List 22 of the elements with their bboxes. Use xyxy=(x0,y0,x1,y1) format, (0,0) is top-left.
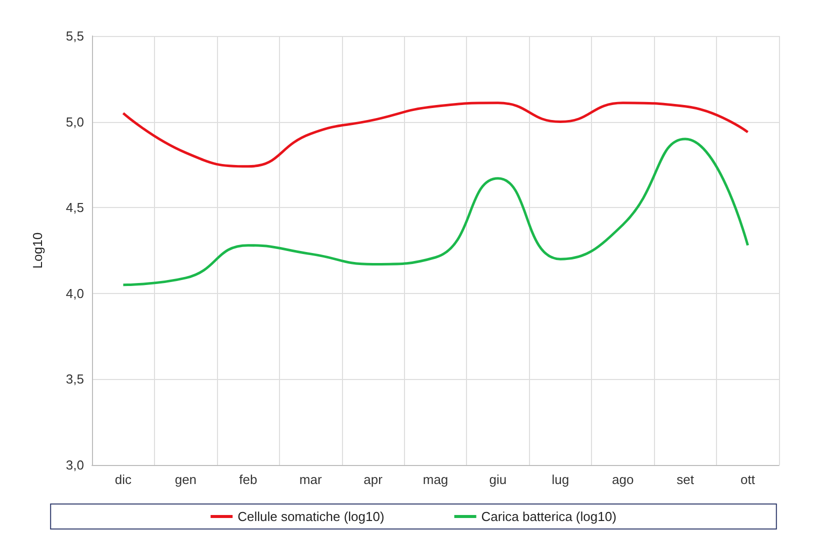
x-tick-label: set xyxy=(676,472,694,487)
y-tick-label: 5,0 xyxy=(66,114,84,130)
y-tick-label: 4,0 xyxy=(66,286,84,301)
line-series xyxy=(122,138,750,286)
x-tick-label: ott xyxy=(740,472,756,487)
y-tick-label: 5,5 xyxy=(66,28,84,44)
y-tick-label: 3,0 xyxy=(66,458,84,472)
x-tick-label: mag xyxy=(422,472,448,487)
x-tick-label: feb xyxy=(239,472,258,487)
x-tick-label: dic xyxy=(114,472,132,487)
x-tick-label: lug xyxy=(552,472,570,487)
legend-label: Cellule somatiche (log10) xyxy=(238,509,384,524)
x-tick-label: ago xyxy=(612,472,634,487)
line-series xyxy=(122,102,750,168)
legend-label: Carica batterica (log10) xyxy=(481,509,616,524)
x-tick-label: giu xyxy=(489,472,507,487)
y-axis-title: Log10 xyxy=(30,232,45,269)
x-tick-label: mar xyxy=(299,472,322,487)
y-tick-label: 4,5 xyxy=(66,200,84,216)
y-tick-label: 3,5 xyxy=(66,372,84,387)
x-tick-label: gen xyxy=(174,472,197,487)
x-tick-label: apr xyxy=(364,472,384,487)
